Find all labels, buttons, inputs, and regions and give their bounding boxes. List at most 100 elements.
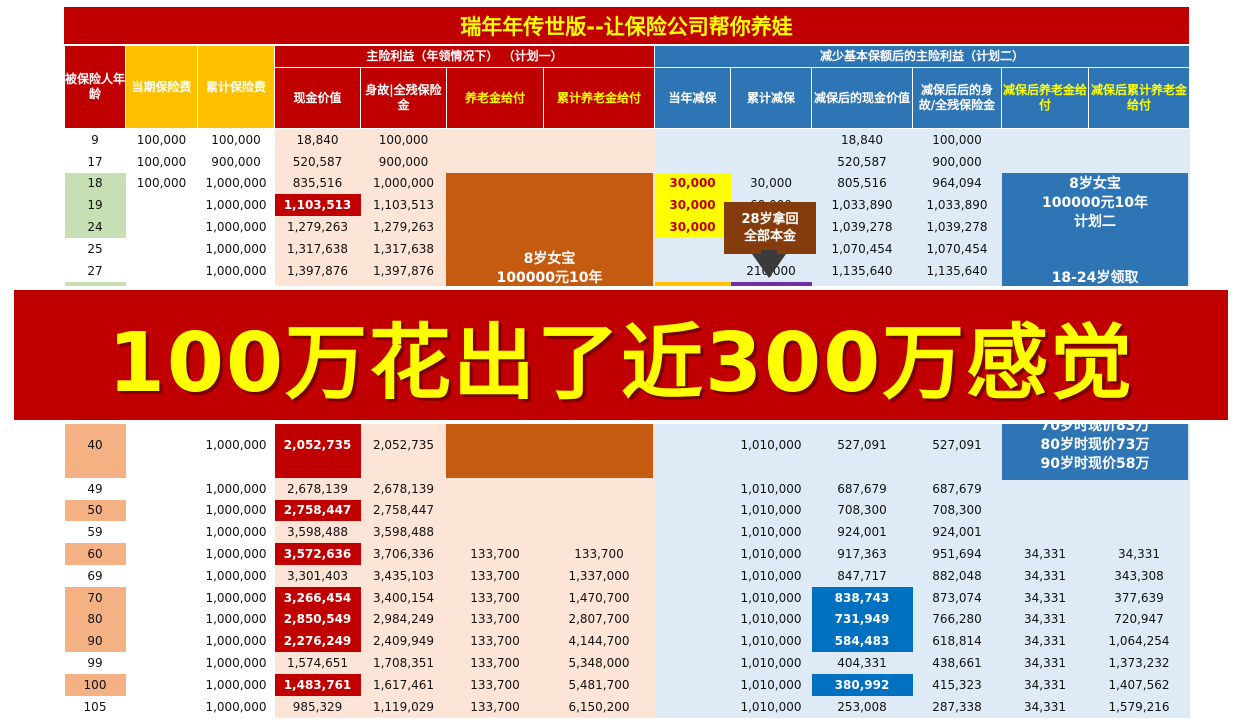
cell-premium [126,543,198,565]
table-row: 99 1,000,000 1,574,651 1,708,351 133,700 5,34… [65,652,1190,674]
table-row: 105 1,000,000 985,329 1,119,029 133,700 6,150… [65,695,1190,718]
cell-cash-value: 18,840 [274,128,361,151]
cell-reduce-cum [730,128,812,151]
cell-reduced-cum-pension [1088,150,1190,173]
cell-age: 50 [64,499,126,522]
cell-age: 70 [64,586,126,609]
cell-cash-value: 1,279,263 [274,216,361,238]
cell-age: 17 [87,154,103,169]
cell-death-benefit: 1,000,000 [360,172,447,195]
cell-death-benefit: 3,400,154 [360,586,447,609]
cell-cum-premium: 1,000,000 [205,590,267,605]
cell-death-benefit [360,455,447,478]
cell-age: 60 [64,543,126,565]
cell-reduced-cum-pension: 34,331 [1088,543,1190,565]
cell-cash-value: 3,266,454 [274,586,361,609]
cell-pension [446,128,544,151]
cell-cum-premium: 1,000,000 [205,503,267,518]
cell-reduced-cash: 731,949 [811,608,913,631]
header-reduced-pension: 减保后养老金给付 [1001,67,1089,129]
table-row: 50 1,000,000 2,758,447 2,758,447 1,010,000 70… [64,499,1190,522]
table-row: 70 1,000,000 3,266,454 3,400,154 133,700 1,47… [64,586,1190,609]
cell-reduce-year [654,499,731,522]
cell-reduced-pension: 34,331 [1001,652,1089,674]
cell-cum-premium: 1,000,000 [205,677,267,692]
cell-reduce-year [654,630,731,653]
cell-reduce-cum: 30,000 [730,172,812,195]
cell-age: 99 [87,656,103,671]
cell-reduced-death: 900,000 [912,150,1002,173]
header-death-benefit: 身故|全残保险金 [360,67,447,129]
cell-cum-pension [543,477,655,500]
cell-reduced-death: 287,338 [912,695,1002,718]
table-row: 100 1,000,000 1,483,761 1,617,461 133,700 5,4… [64,673,1190,696]
cell-reduce-cum: 1,010,000 [730,521,812,544]
header-age: 被保险人年龄 [64,45,126,129]
cell-cum-pension: 5,348,000 [543,652,655,674]
cell-reduce-year [654,586,731,609]
cell-reduced-death: 951,694 [912,543,1002,565]
cell-reduce-year [654,673,731,696]
cell-reduce-year [654,652,731,674]
cell-reduced-death: 1,135,640 [912,259,1002,282]
cell-cum-pension: 4,144,700 [543,630,655,653]
cell-death-benefit: 900,000 [360,150,447,173]
cell-reduced-death: 438,661 [912,652,1002,674]
cell-reduced-cash: 380,992 [811,673,913,696]
cell-cum-pension [543,150,655,173]
cell-reduced-cash: 917,363 [811,543,913,565]
header-plan2-group: 减少基本保额后的主险利益（计划二） [654,45,1190,68]
cell-pension: 133,700 [446,652,544,674]
cell-premium: 100,000 [136,176,187,191]
cell-cash-value: 985,329 [274,695,361,718]
cell-reduced-cash: 520,587 [811,150,913,173]
cell-reduced-cash: 687,679 [811,477,913,500]
cell-cum-pension: 5,481,700 [543,673,655,696]
headline-text: 100万花出了近300万感觉 [107,315,1135,411]
cell-age: 27 [87,263,103,278]
cell-reduce-cum: 1,010,000 [730,673,812,696]
cell-reduce-cum: 1,010,000 [730,630,812,653]
cell-premium: 100,000 [136,154,187,169]
cell-premium [126,587,198,609]
cell-cash-value [274,455,361,478]
cell-pension: 133,700 [446,586,544,609]
table-row: 69 1,000,000 3,301,403 3,435,103 133,700 1,33… [65,564,1190,587]
cell-reduced-pension: 34,331 [1001,695,1089,718]
cell-reduced-pension: 34,331 [1001,673,1089,696]
cell-premium [126,565,198,587]
cell-death-benefit: 1,279,263 [360,216,447,238]
plan2-note-line: 90岁时现价58万 [1040,456,1150,472]
plan1-note-line: 100000元10年 [496,269,603,286]
cell-cum-premium: 1,000,000 [205,198,267,213]
cell-premium [126,521,198,543]
table-row: 49 1,000,000 2,678,139 2,678,139 1,010,000 68… [65,477,1190,500]
cell-reduced-death: 882,048 [912,564,1002,587]
cell-reduced-death: 766,280 [912,608,1002,631]
cell-reduce-cum: 1,010,000 [730,608,812,631]
cell-reduced-cash: 1,039,278 [811,216,913,238]
cell-reduced-cash: 1,070,454 [811,237,913,260]
cell-premium [126,478,198,500]
cell-reduced-cash: 584,483 [811,630,913,653]
cell-cash-value: 1,103,513 [274,194,361,217]
cell-cum-premium: 1,000,000 [205,568,267,583]
cell-pension [446,150,544,173]
cell-reduced-cum-pension [1088,128,1190,151]
cell-premium: 100,000 [136,132,187,147]
sheet-title: 瑞年年传世版--让保险公司帮你养娃 [64,7,1189,44]
cell-cum-pension: 2,807,700 [543,608,655,631]
cell-reduced-death: 618,814 [912,630,1002,653]
cell-cash-value: 835,516 [274,172,361,195]
cell-age: 18 [64,172,126,195]
header-cum-pension: 累计养老金给付 [543,67,655,129]
cell-reduce-cum: 1,010,000 [730,564,812,587]
cell-reduce-year [654,521,731,544]
cell-premium [126,434,198,456]
cell-reduced-cum-pension: 1,064,254 [1088,630,1190,653]
cell-reduced-pension: 34,331 [1001,608,1089,631]
cell-death-benefit: 1,397,876 [360,259,447,282]
cell-reduced-death: 1,070,454 [912,237,1002,260]
header-reduced-death: 减保后后的身故/全残保险金 [912,67,1002,129]
header-cash-value: 现金价值 [274,67,361,129]
